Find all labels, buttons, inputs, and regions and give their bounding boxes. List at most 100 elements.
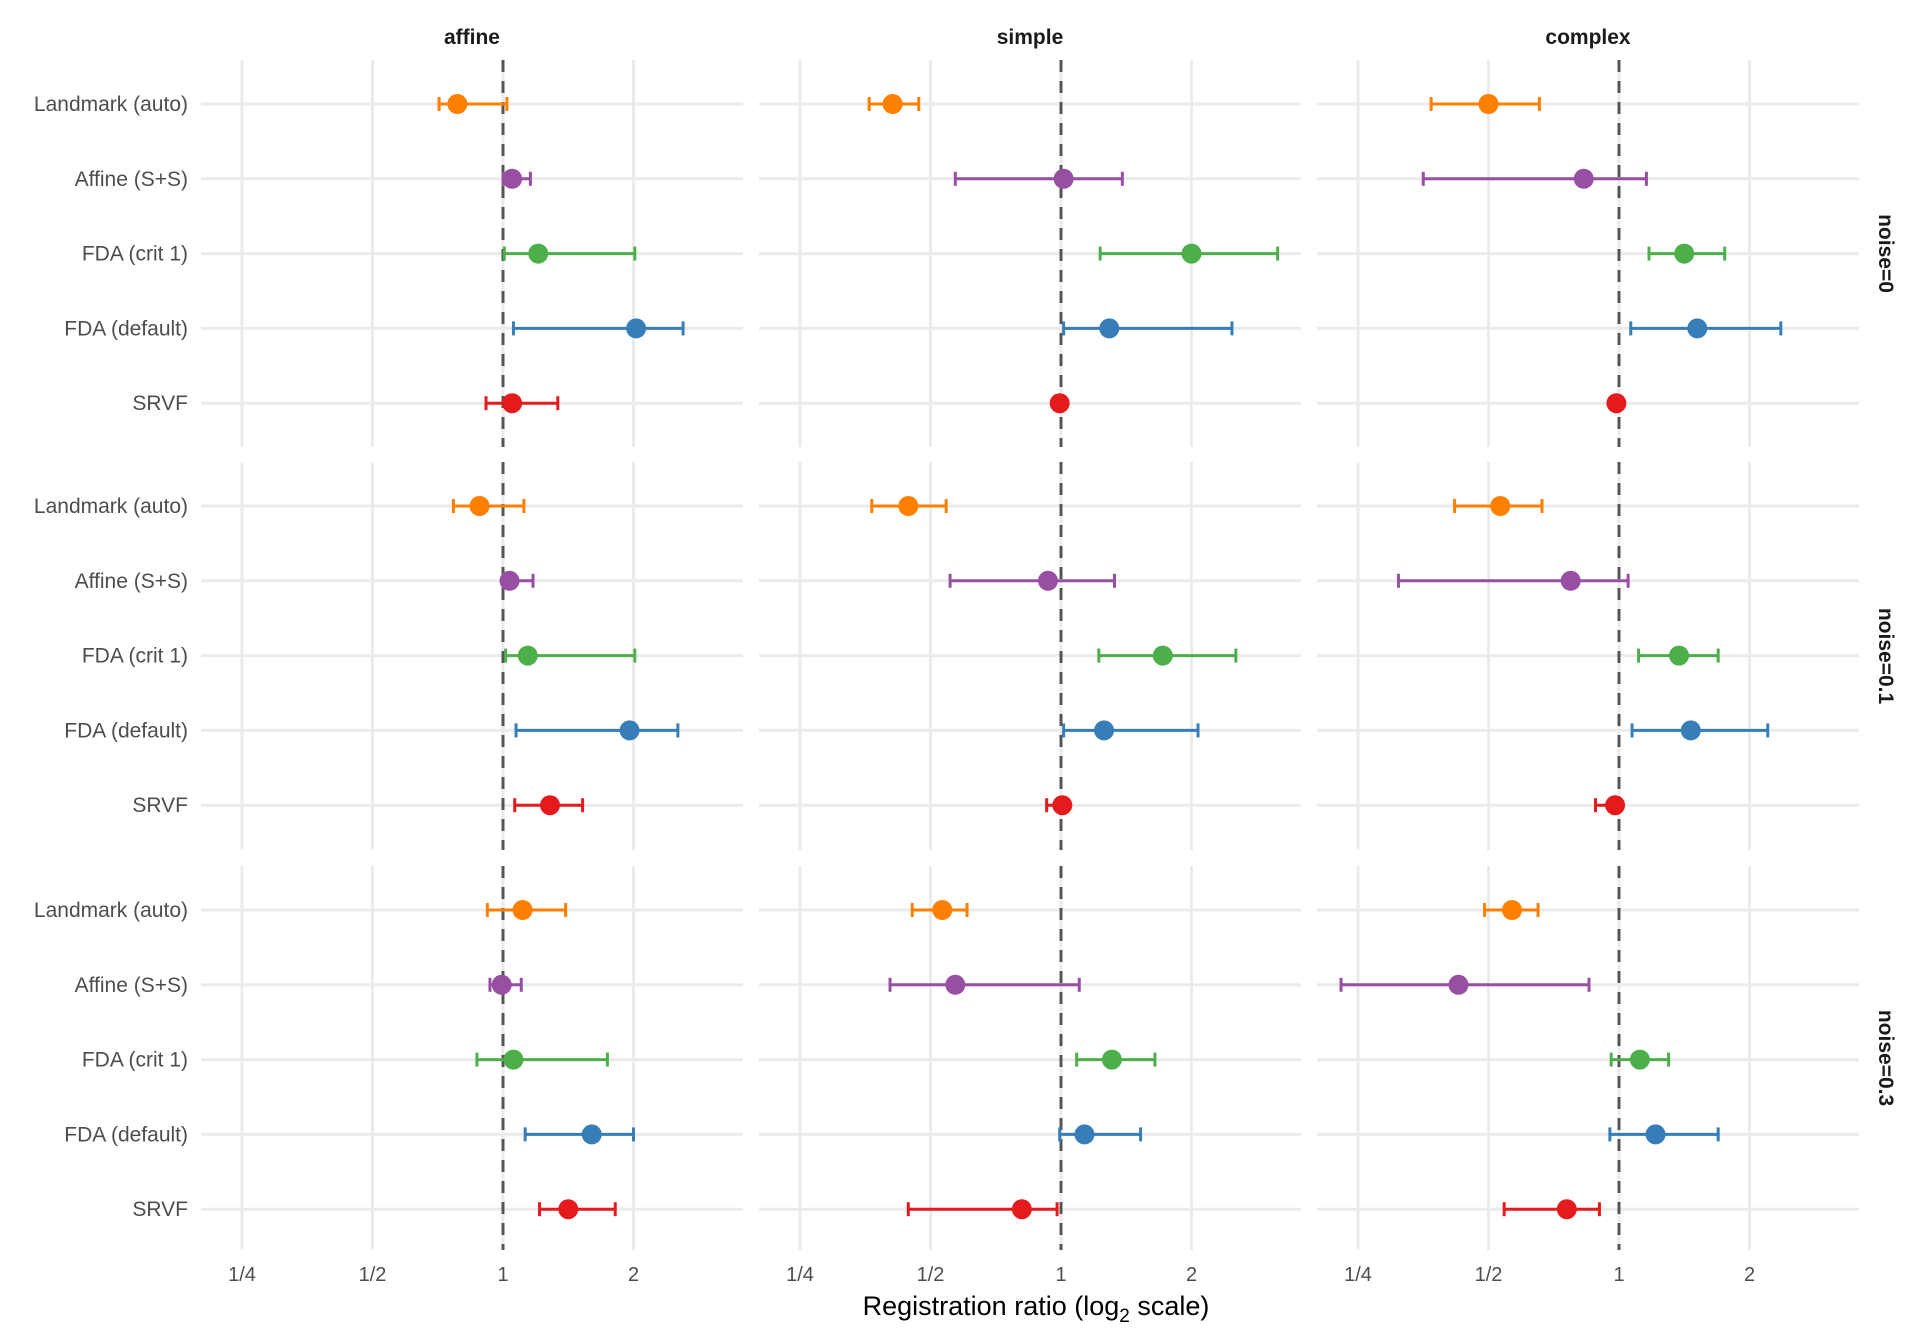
point-estimate [502,393,523,414]
point-range-landmark-auto [437,94,509,114]
point-estimate [502,168,523,189]
point-range-srvf [1594,795,1626,816]
point-range-fda-crit-1 [1098,243,1280,264]
point-range-landmark-auto [910,900,969,920]
point-estimate [932,900,953,920]
y-tick-label-fda-default: FDA (default) [64,719,188,742]
x-tick-label-complex-1-2: 1/2 [1475,1264,1503,1286]
point-estimate [1501,900,1522,920]
point-estimate [1101,1049,1122,1070]
point-estimate [626,318,647,339]
point-estimate [1094,720,1115,741]
point-estimate [1037,570,1058,591]
y-tick-label-landmark-auto: Landmark (auto) [34,495,188,518]
y-tick-label-srvf: SRVF [132,1198,188,1221]
point-estimate [1645,1124,1666,1145]
point-estimate [1674,243,1695,264]
y-axis-tick-labels: Landmark (auto) Affine (S+S) FDA (crit 1) F… [34,93,188,1221]
point-estimate [1606,393,1627,414]
point-range-affine-s-s [1421,168,1648,189]
point-estimate [558,1199,579,1220]
point-range-fda-crit-1 [1609,1049,1671,1070]
y-tick-label-fda-crit-1: FDA (crit 1) [82,645,188,668]
point-estimate [882,94,903,114]
point-range-srvf [538,1199,617,1220]
point-estimate [499,570,520,591]
column-strip-labels: affine simple complex [444,26,1631,49]
point-estimate [1478,94,1499,114]
y-tick-label-fda-default: FDA (default) [64,317,188,340]
point-estimate [1605,795,1626,816]
point-range-affine-s-s [1396,570,1630,591]
point-range-fda-crit-1 [475,1049,609,1070]
point-estimate [1448,974,1469,995]
point-range-landmark-auto [870,496,948,516]
y-tick-label-fda-crit-1: FDA (crit 1) [82,1049,188,1072]
point-range-affine-s-s [499,570,535,591]
point-estimate [1152,645,1173,666]
column-strip-simple: simple [997,26,1064,49]
y-tick-label-affine-s-s: Affine (S+S) [75,168,188,191]
x-axis-tick-labels: 1/4 1/2 1 2 1/4 1/2 1 2 1/4 1/2 1 2 [228,1264,1755,1286]
x-tick-label-affine-1-4: 1/4 [228,1264,256,1286]
point-estimate [1049,393,1070,414]
point-range-affine-s-s [1339,974,1591,995]
point-estimate [503,1049,524,1070]
x-axis-title-end: scale) [1130,1291,1210,1321]
point-estimate [1573,168,1594,189]
y-tick-label-srvf: SRVF [132,794,188,817]
point-range-fda-crit-1 [502,243,637,264]
y-tick-label-fda-crit-1: FDA (crit 1) [82,243,188,266]
x-tick-label-simple-2: 2 [1186,1264,1197,1286]
point-estimate [619,720,640,741]
point-range-landmark-auto [867,94,921,114]
point-range-fda-crit-1 [1647,243,1727,264]
point-range-fda-crit-1 [504,645,637,666]
point-range-srvf [513,795,585,816]
x-axis-title-main: Registration ratio (log [863,1291,1120,1321]
y-tick-label-landmark-auto: Landmark (auto) [34,93,188,116]
panel-noise-0-3-simple [759,866,1301,1250]
point-range-fda-crit-1 [1637,645,1720,666]
point-estimate [1053,168,1074,189]
column-strip-affine: affine [444,26,500,49]
point-estimate [1629,1049,1650,1070]
x-axis-title-subscript: 2 [1119,1306,1130,1327]
point-range-fda-default [1608,1124,1720,1145]
x-axis-title: Registration ratio (log2 scale) [863,1291,1210,1327]
panel-noise-0-complex [1317,60,1859,447]
point-estimate [1490,496,1511,516]
point-estimate [1560,570,1581,591]
point-range-landmark-auto [485,900,568,920]
row-strip-noise-0: noise=0 [1874,214,1897,293]
x-tick-label-complex-2: 2 [1744,1264,1755,1286]
point-estimate [581,1124,602,1145]
panel-noise-0-affine [201,60,743,447]
panel-noise-0-3-affine [201,866,743,1250]
point-range-fda-default [1629,318,1783,339]
column-strip-complex: complex [1545,26,1631,49]
x-tick-label-complex-1-4: 1/4 [1344,1264,1372,1286]
point-range-fda-default [1058,1124,1143,1145]
point-range-affine-s-s [888,974,1081,995]
point-range-srvf [484,393,560,414]
point-estimate [1556,1199,1577,1220]
point-range-affine-s-s [488,974,523,995]
point-estimate [517,645,538,666]
point-estimate [1680,720,1701,741]
point-estimate [447,94,468,114]
point-range-landmark-auto [1483,900,1540,920]
point-estimate [491,974,512,995]
point-estimate [528,243,549,264]
panel-noise-0-1-affine [201,462,743,850]
point-range-fda-default [1062,720,1200,741]
point-estimate [1181,243,1202,264]
point-estimate [469,496,490,516]
x-tick-label-simple-1-4: 1/4 [786,1264,814,1286]
point-range-srvf [1502,1199,1601,1220]
x-tick-label-affine-2: 2 [628,1264,639,1286]
panel-noise-0-1-simple [759,462,1301,850]
facet-panels [201,60,1859,1250]
point-range-affine-s-s [948,570,1117,591]
point-estimate [898,496,919,516]
